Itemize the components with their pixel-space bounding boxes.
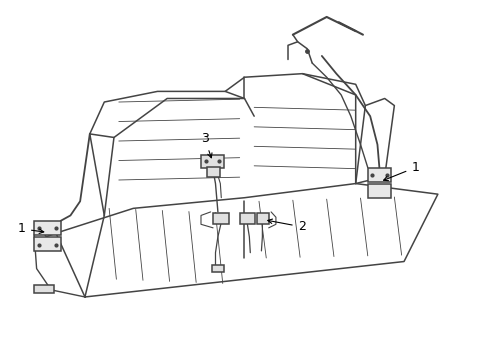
Bar	[256, 213, 268, 224]
Bar	[367, 168, 390, 182]
Bar	[201, 155, 224, 168]
Bar	[212, 265, 224, 272]
Bar	[367, 184, 390, 198]
Bar	[34, 221, 61, 235]
Bar	[239, 213, 255, 224]
Text: 1: 1	[18, 222, 43, 235]
Text: 1: 1	[383, 161, 418, 181]
Bar	[34, 237, 61, 251]
Text: 3: 3	[201, 132, 211, 158]
Bar	[206, 167, 220, 177]
Text: 2: 2	[267, 219, 305, 233]
Bar	[34, 284, 53, 293]
Bar	[213, 213, 228, 224]
